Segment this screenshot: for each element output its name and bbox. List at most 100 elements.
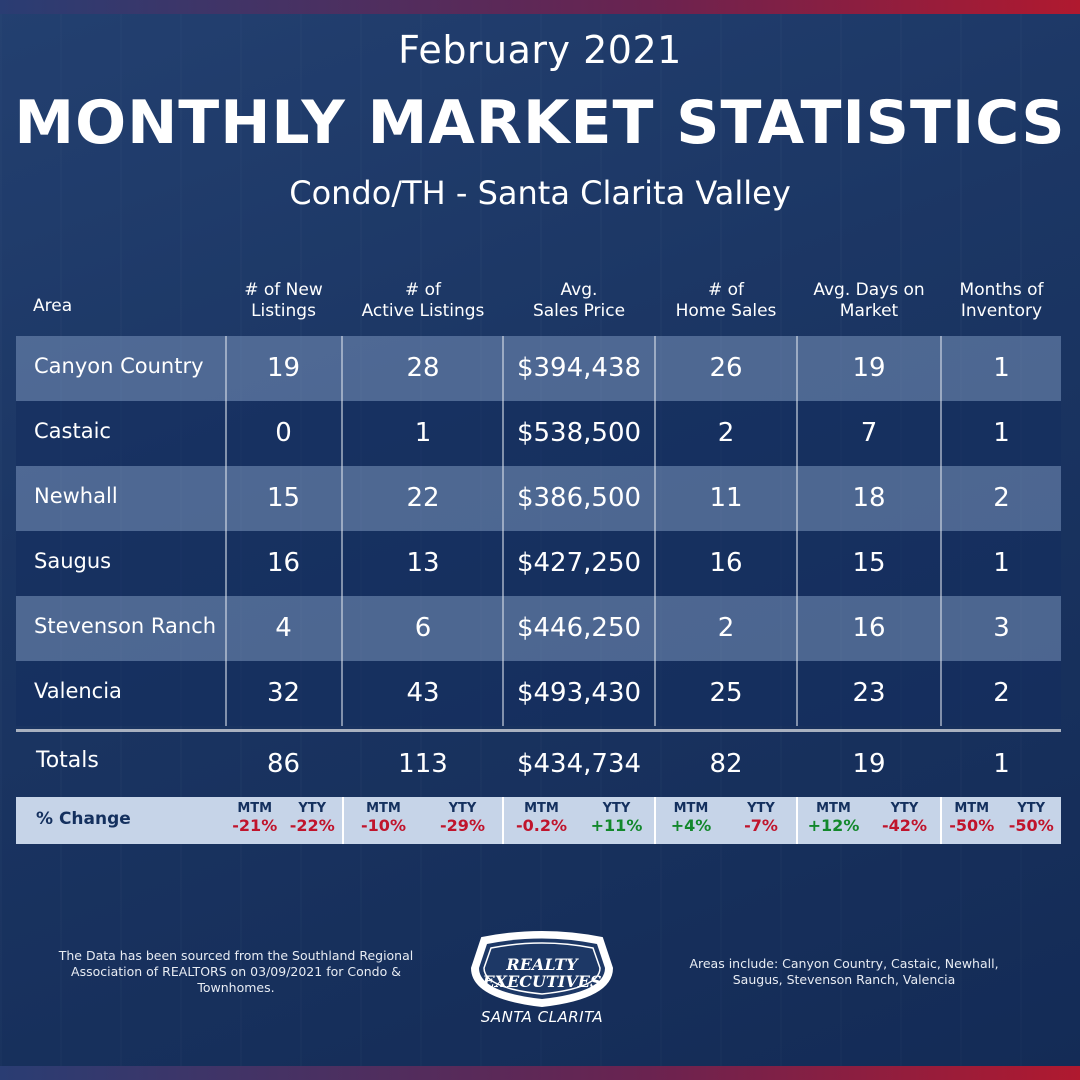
cell-price: $394,438 [516,353,642,383]
mtm-change: MTM +4% [656,801,726,835]
column-divider [796,336,798,726]
area-name: Stevenson Ranch [34,614,217,638]
realty-executives-logo [470,931,614,1008]
mtm-change: MTM -10% [344,801,423,835]
table-header: Area # of New Listings # of Active Listi… [16,272,1061,336]
cell-days: 23 [852,678,886,708]
mtm-label: MTM [816,801,851,816]
cell-months: 1 [993,418,1010,448]
table-row: Castaic 0 1 $538,500 2 7 1 [16,401,1061,466]
cell-price: $386,500 [516,483,642,513]
column-divider [225,336,227,726]
region-subtitle: Condo/TH - Santa Clarita Valley [289,174,791,212]
areas-included-note: Areas include: Canyon Country, Castaic, … [689,956,999,987]
yty-change: YTY -29% [423,801,502,835]
mtm-value: -10% [361,816,406,835]
cell-sales: 16 [709,548,743,578]
mtm-label: MTM [524,801,559,816]
mtm-value: -21% [232,816,278,835]
cell-days: 15 [852,548,886,578]
cell-days: 19 [852,353,886,383]
mtm-value: -0.2% [515,816,567,835]
cell-sales: 11 [709,483,743,513]
table-row: Stevenson Ranch 4 6 $446,250 2 16 3 [16,596,1061,661]
yty-value: +11% [590,816,643,835]
yty-label: YTY [747,801,775,816]
cell-new: 15 [266,483,301,513]
table-row: Saugus 16 13 $427,250 16 15 1 [16,531,1061,596]
cell-sales: 2 [717,418,735,448]
totals-active: 113 [398,749,448,779]
yty-value: -42% [882,816,927,835]
cell-active: 28 [406,353,440,383]
mtm-label: MTM [237,801,273,816]
area-name: Saugus [34,549,112,573]
mtm-value: +4% [670,816,712,835]
cell-new: 16 [266,548,301,578]
change-divider [502,797,504,844]
page-title: MONTHLY MARKET STATISTICS [14,88,1066,158]
data-source-note: The Data has been sourced from the South… [58,948,414,995]
header-months-inventory: Months of Inventory [959,280,1044,321]
yty-label: YTY [298,801,327,816]
cell-months: 1 [993,353,1010,383]
cell-new: 19 [266,353,301,383]
totals-row: Totals 86 113 $434,734 82 19 1 [16,732,1061,794]
mtm-change: MTM -50% [942,801,1002,835]
area-name: Castaic [34,419,111,443]
yty-change: YTY -42% [869,801,940,835]
percent-change-row: % Change MTM -21% YTY -22% MTM -10% YTY -29% MTM… [16,797,1061,844]
header-home-sales: # of Home Sales [675,280,777,321]
logo-wordmark: REALTY EXECUTIVES [482,955,602,991]
market-stats-table: Area # of New Listings # of Active Listi… [16,272,1061,844]
column-divider [940,336,942,726]
yty-change: YTY -50% [1002,801,1062,835]
totals-label: Totals [36,748,99,773]
totals-months: 1 [993,749,1010,779]
totals-sales: 82 [709,749,743,779]
header-area: Area [33,296,73,316]
yty-value: -22% [289,816,335,835]
cell-months: 2 [993,483,1010,513]
cell-sales: 25 [709,678,743,708]
cell-months: 3 [993,613,1010,643]
logo-location: SANTA CLARITA [480,1008,604,1026]
yty-label: YTY [1017,801,1046,816]
change-divider [940,797,942,844]
header-active-listings: # of Active Listings [361,280,485,321]
totals-price: $434,734 [516,749,642,779]
report-date: February 2021 [398,28,682,72]
yty-value: -29% [440,816,485,835]
cell-active: 43 [406,678,440,708]
cell-sales: 2 [717,613,735,643]
cell-price: $493,430 [516,678,642,708]
mtm-label: MTM [673,801,709,816]
mtm-label: MTM [954,801,990,816]
cell-days: 16 [852,613,886,643]
header-avg-price: Avg. Sales Price [532,280,626,321]
yty-label: YTY [448,801,477,816]
cell-sales: 26 [709,353,743,383]
header-new-listings: # of New Listings [244,280,323,321]
yty-value: -50% [1008,816,1054,835]
yty-label: YTY [890,801,919,816]
cell-months: 1 [993,548,1010,578]
cell-days: 7 [860,418,878,448]
change-divider [654,797,656,844]
yty-change: YTY -22% [284,801,342,835]
change-divider [342,797,344,844]
cell-active: 13 [406,548,440,578]
mtm-change: MTM -21% [226,801,284,835]
mtm-label: MTM [366,801,401,816]
header-days-on-market: Avg. Days on Market [813,280,925,321]
cell-months: 2 [993,678,1010,708]
totals-new: 86 [266,749,301,779]
area-name: Newhall [34,484,118,508]
change-label: % Change [36,809,131,829]
cell-price: $446,250 [516,613,642,643]
cell-active: 6 [414,613,432,643]
totals-separator [16,729,1061,732]
column-divider [654,336,656,726]
cell-active: 22 [406,483,440,513]
yty-change: YTY +11% [579,801,654,835]
